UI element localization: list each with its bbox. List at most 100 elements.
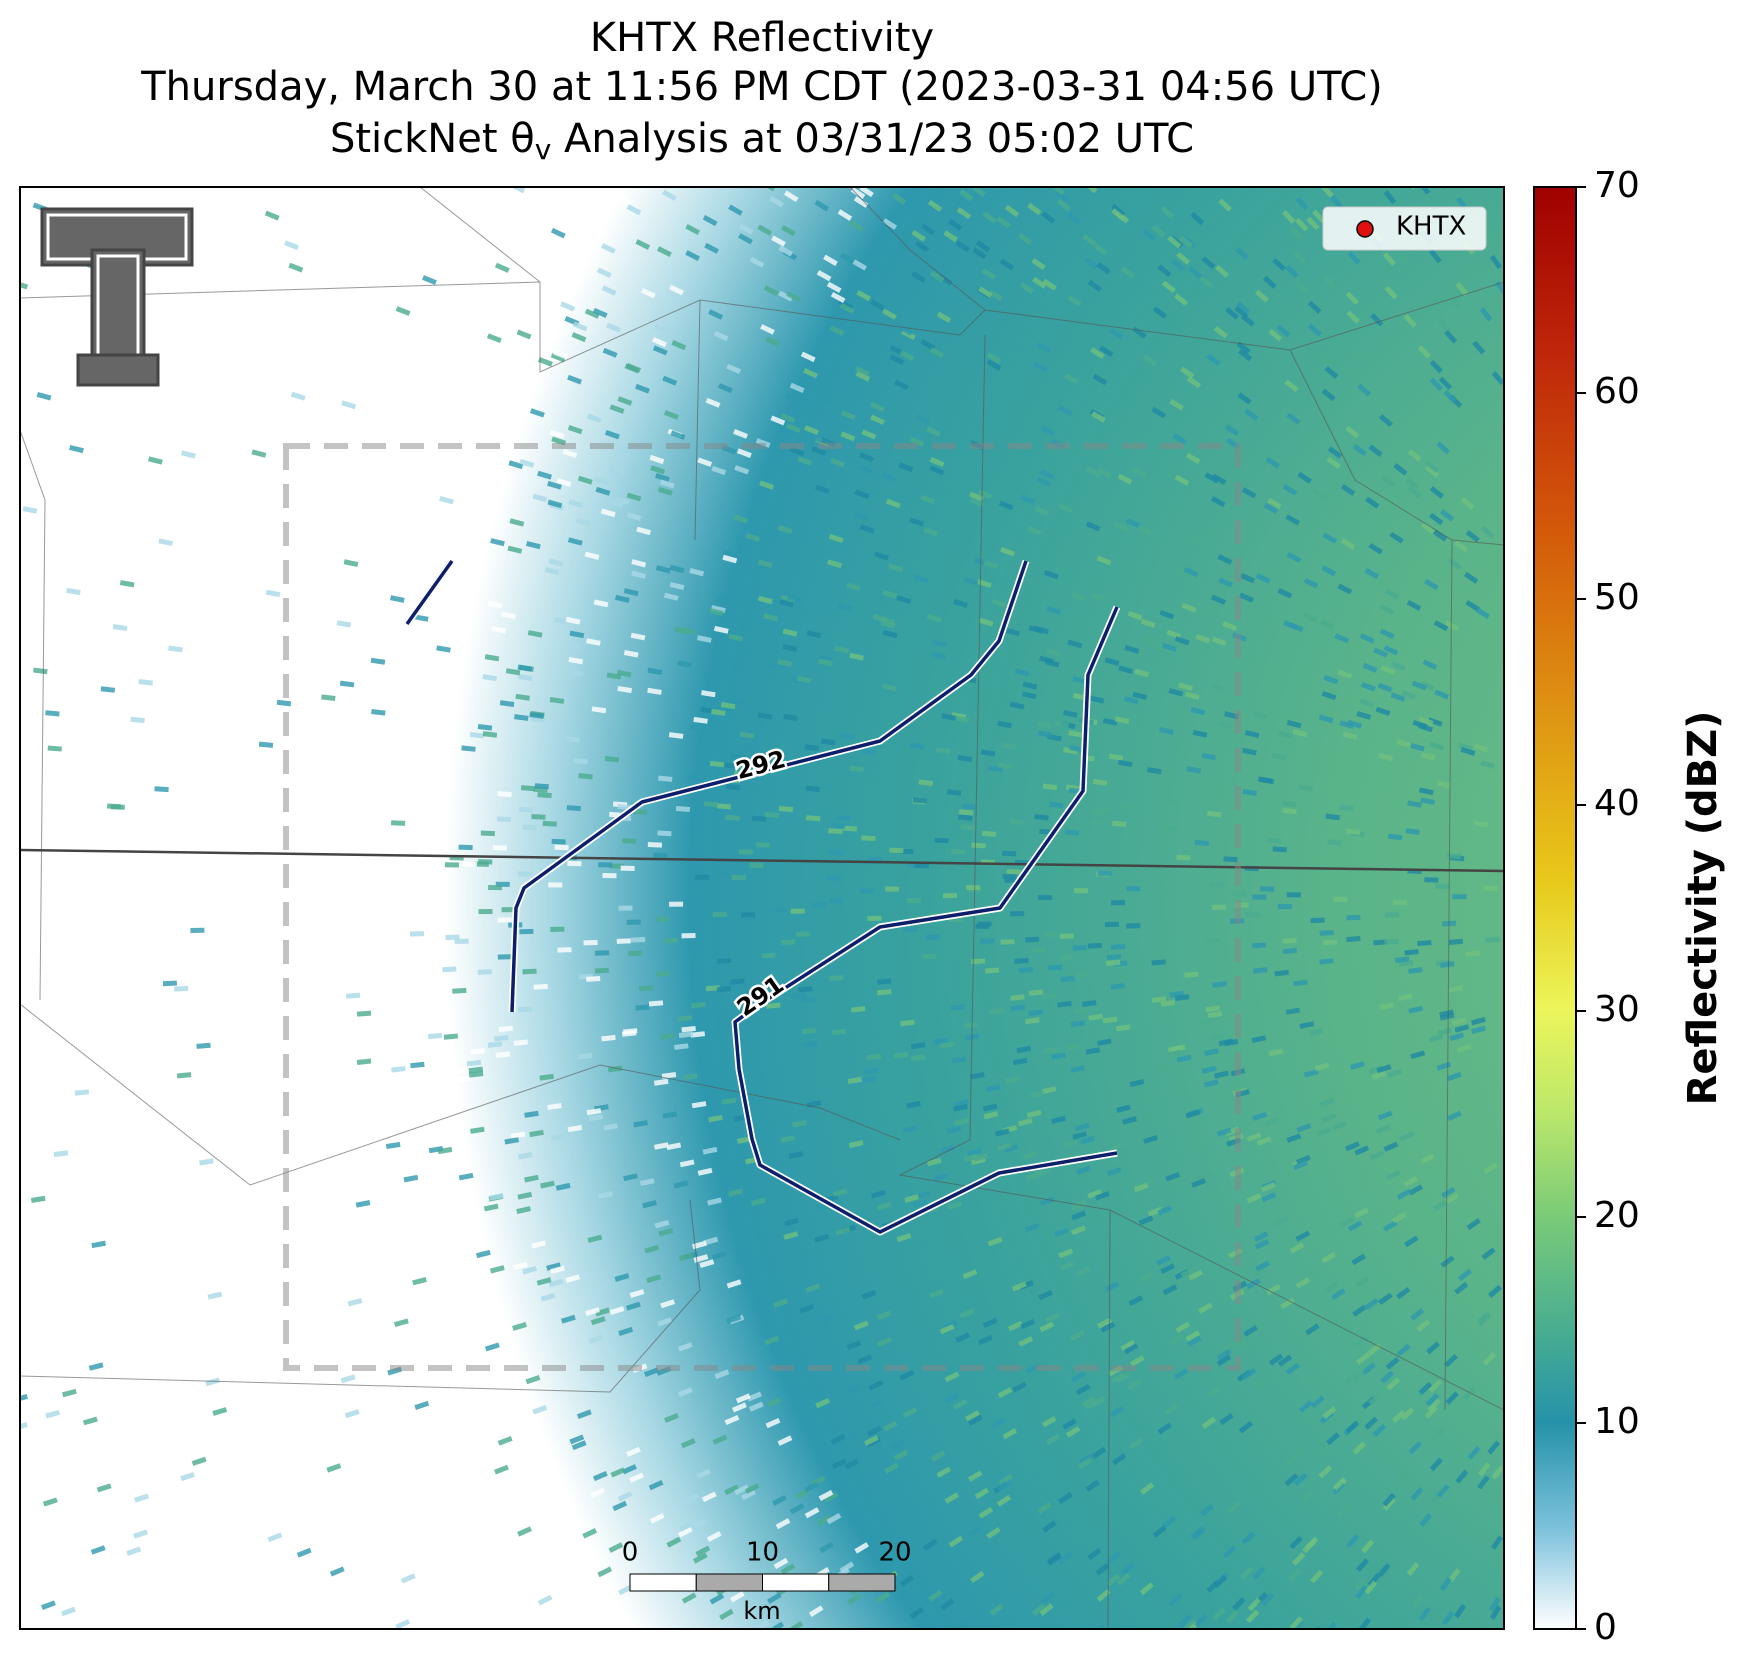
- speckle: [501, 611, 516, 620]
- speckle: [1209, 882, 1224, 888]
- speckle: [885, 886, 900, 892]
- speckle: [1186, 376, 1202, 389]
- speckle: [1293, 1472, 1308, 1487]
- speckle: [512, 1322, 527, 1331]
- speckle: [1114, 716, 1130, 725]
- speckle: [789, 446, 805, 457]
- speckle: [690, 1031, 706, 1038]
- speckle: [1391, 1409, 1406, 1424]
- speckle: [702, 1146, 718, 1155]
- speckle: [1215, 264, 1229, 278]
- speckle: [1207, 527, 1223, 538]
- speckle: [1409, 742, 1425, 752]
- speckle: [829, 325, 845, 337]
- speckle: [673, 1180, 689, 1189]
- speckle: [952, 1398, 968, 1410]
- speckle: [1288, 1568, 1302, 1582]
- speckle: [994, 1128, 1010, 1137]
- speckle: [831, 822, 846, 829]
- speckle: [321, 694, 336, 702]
- speckle: [896, 595, 912, 605]
- speckle: [1363, 1474, 1377, 1489]
- speckle: [588, 1114, 604, 1122]
- speckle: [903, 926, 918, 933]
- speckle: [663, 592, 679, 601]
- speckle: [1026, 1109, 1042, 1119]
- speckle: [410, 1061, 425, 1069]
- speckle: [671, 340, 687, 351]
- speckle: [882, 1420, 898, 1432]
- speckle: [913, 574, 929, 584]
- speckle: [1191, 1178, 1207, 1188]
- speckle: [1075, 1383, 1091, 1396]
- speckle: [1211, 594, 1226, 605]
- speckle: [653, 1078, 669, 1086]
- speckle: [1398, 993, 1413, 1001]
- speckle: [942, 893, 957, 899]
- speckle: [577, 475, 593, 485]
- speckle: [1449, 1032, 1465, 1042]
- speckle: [1267, 497, 1282, 510]
- speckle: [716, 986, 732, 993]
- speckle: [1263, 1117, 1279, 1127]
- speckle: [1006, 869, 1021, 875]
- speckle: [609, 466, 625, 476]
- speckle: [1424, 578, 1439, 591]
- speckle: [1059, 1260, 1075, 1271]
- speckle: [858, 464, 874, 475]
- speckle: [536, 1277, 552, 1286]
- speckle: [1285, 419, 1300, 433]
- speckle: [1470, 1016, 1486, 1026]
- speckle: [290, 391, 306, 401]
- speckle: [1327, 839, 1342, 846]
- speckle: [1252, 1111, 1268, 1121]
- speckle: [608, 1542, 624, 1553]
- speckle: [1385, 1356, 1400, 1370]
- speckle: [609, 404, 625, 414]
- speckle: [191, 1456, 207, 1466]
- speckle: [586, 413, 602, 424]
- speckle: [1190, 212, 1205, 226]
- speckle: [978, 617, 994, 627]
- speckle: [1436, 780, 1452, 789]
- speckle: [1018, 1336, 1034, 1347]
- speckle: [716, 803, 732, 810]
- speckle: [1261, 1181, 1276, 1193]
- speckle: [595, 950, 610, 956]
- speckle: [1350, 1061, 1365, 1070]
- speckle: [1027, 525, 1042, 536]
- speckle: [1324, 365, 1339, 379]
- speckle: [890, 1439, 905, 1451]
- speckle: [908, 517, 924, 527]
- speckle: [1151, 224, 1166, 238]
- speckle: [1176, 1054, 1192, 1063]
- speckle: [1081, 1395, 1097, 1408]
- speckle: [724, 1414, 740, 1426]
- speckle: [162, 980, 178, 987]
- speckle: [569, 630, 585, 639]
- speckle: [1034, 814, 1049, 821]
- speckle: [1304, 1536, 1319, 1551]
- speckle: [531, 1240, 547, 1249]
- speckle: [1398, 251, 1412, 266]
- speckle: [669, 581, 685, 591]
- speckle: [1254, 1377, 1269, 1391]
- speckle: [830, 1433, 846, 1445]
- speckle: [788, 1151, 804, 1160]
- speckle: [91, 1240, 107, 1249]
- speckle: [1046, 648, 1061, 657]
- speckle: [1378, 1292, 1393, 1305]
- speckle: [1293, 250, 1307, 265]
- speckle: [468, 1071, 484, 1078]
- speckle: [1187, 266, 1202, 279]
- speckle: [1345, 1141, 1360, 1152]
- speckle: [664, 1412, 679, 1423]
- speckle: [1277, 588, 1293, 599]
- speckle: [1010, 911, 1025, 917]
- speckle: [636, 526, 652, 536]
- speckle: [567, 374, 583, 385]
- speckle: [1285, 514, 1300, 526]
- speckle: [1491, 371, 1504, 385]
- speckle: [595, 486, 611, 496]
- speckle: [1126, 923, 1141, 929]
